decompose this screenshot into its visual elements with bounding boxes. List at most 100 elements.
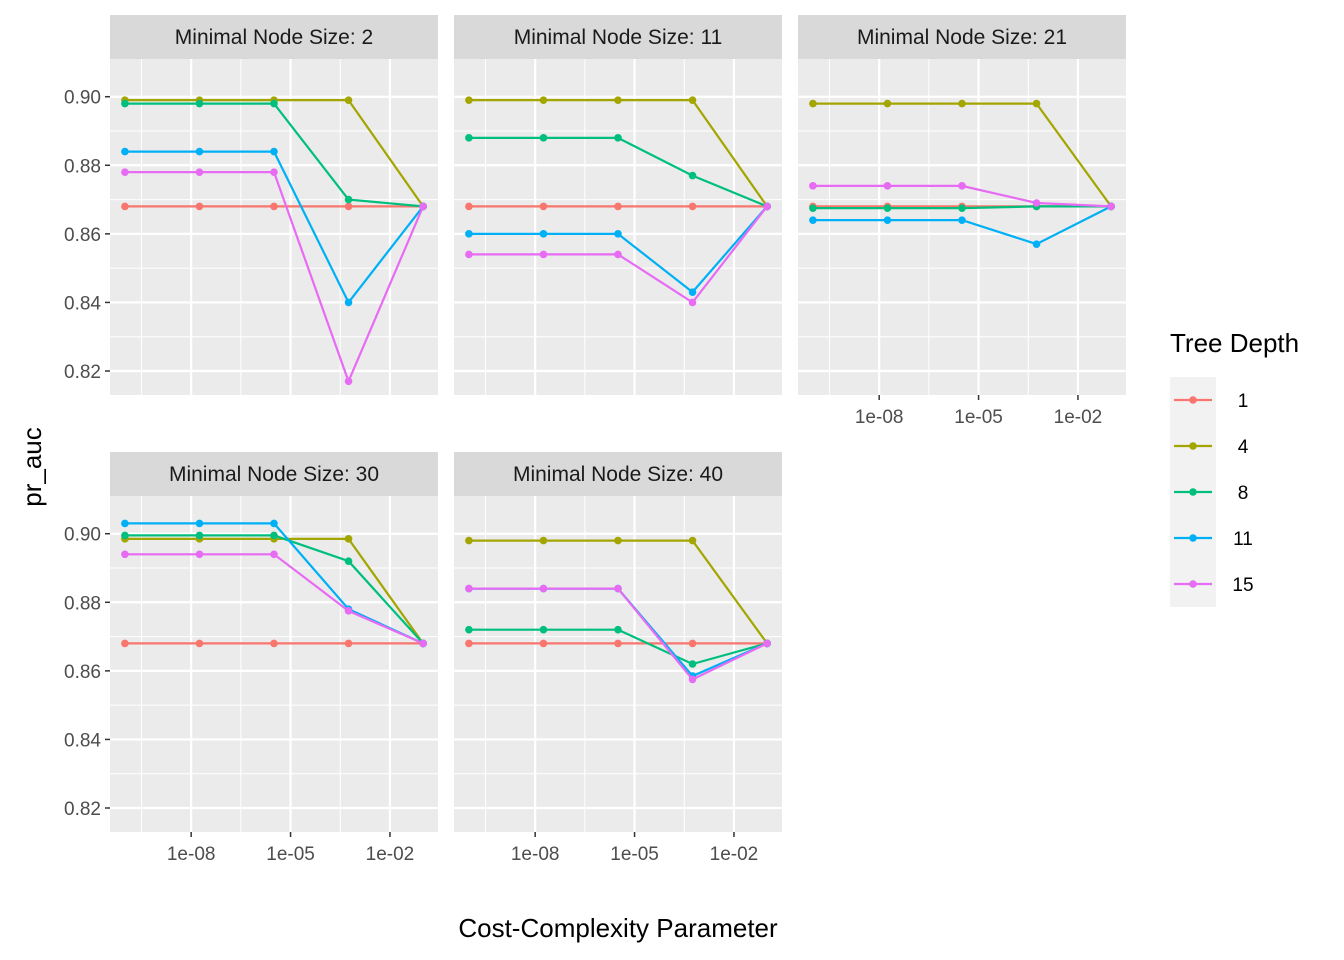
data-point-depth-15 xyxy=(344,377,353,386)
legend-label: 11 xyxy=(1233,529,1253,550)
facet-panel: Minimal Node Size: 40 1e-08 1e-05 1e-02 xyxy=(454,452,785,865)
data-point-depth-8 xyxy=(344,557,353,565)
x-axis-title: Cost-Complexity Parameter xyxy=(458,913,778,943)
panel-background xyxy=(110,59,438,395)
facet-panel: Minimal Node Size: 2 0.82 0.84 0.86 0.88 0.90 xyxy=(64,15,441,395)
facet-strip xyxy=(454,15,782,59)
data-point-depth-15 xyxy=(270,168,278,176)
facet-strip xyxy=(454,452,782,496)
data-point-depth-15 xyxy=(344,607,353,615)
y-tick-label: 0.88 xyxy=(64,156,101,177)
y-tick-label: 0.90 xyxy=(64,525,101,546)
data-point-depth-1 xyxy=(121,202,129,211)
data-point-depth-15 xyxy=(614,584,622,593)
data-point-depth-8 xyxy=(688,171,697,180)
data-point-depth-8 xyxy=(270,531,278,540)
data-point-depth-11 xyxy=(465,230,473,238)
facet-strip xyxy=(798,15,1126,59)
data-point-depth-1 xyxy=(539,639,548,648)
x-tick-label: 1e-05 xyxy=(954,407,1003,428)
legend-key-point xyxy=(1189,488,1197,496)
data-point-depth-11 xyxy=(958,216,966,224)
data-point-depth-4 xyxy=(539,96,548,104)
data-point-depth-4 xyxy=(465,96,473,104)
facet-title: Minimal Node Size: 2 xyxy=(175,26,373,49)
data-point-depth-8 xyxy=(809,204,817,212)
data-point-depth-15 xyxy=(958,182,966,190)
data-point-depth-1 xyxy=(465,202,473,211)
data-point-depth-15 xyxy=(195,168,204,176)
data-point-depth-15 xyxy=(419,639,427,648)
data-point-depth-11 xyxy=(883,216,892,224)
data-point-depth-8 xyxy=(195,99,204,108)
data-point-depth-11 xyxy=(121,147,129,156)
data-point-depth-15 xyxy=(688,675,697,684)
y-tick-label: 0.86 xyxy=(64,662,101,683)
panel-background xyxy=(454,496,782,832)
data-point-depth-11 xyxy=(195,147,204,156)
y-axis-title: pr_auc xyxy=(17,427,47,507)
data-point-depth-4 xyxy=(883,99,892,108)
data-point-depth-1 xyxy=(614,639,622,648)
data-point-depth-15 xyxy=(465,250,473,259)
data-point-depth-15 xyxy=(539,584,548,593)
data-point-depth-15 xyxy=(419,202,427,211)
legend-key-point xyxy=(1189,442,1197,450)
x-tick-label: 1e-08 xyxy=(511,844,560,865)
facet-strip xyxy=(110,15,438,59)
y-tick-label: 0.88 xyxy=(64,593,101,614)
data-point-depth-1 xyxy=(270,202,278,211)
data-point-depth-15 xyxy=(809,182,817,190)
data-point-depth-15 xyxy=(763,639,771,648)
y-tick-label: 0.86 xyxy=(64,225,101,246)
data-point-depth-11 xyxy=(270,147,278,156)
data-point-depth-11 xyxy=(688,288,697,296)
data-point-depth-4 xyxy=(688,96,697,104)
data-point-depth-15 xyxy=(195,550,204,559)
x-tick-label: 1e-02 xyxy=(1054,407,1103,428)
y-tick-label: 0.82 xyxy=(64,362,101,383)
data-point-depth-15 xyxy=(1032,199,1041,207)
panel-background xyxy=(798,59,1126,395)
data-point-depth-4 xyxy=(539,536,548,545)
data-point-depth-8 xyxy=(465,625,473,634)
data-point-depth-15 xyxy=(539,250,548,259)
x-tick-label: 1e-05 xyxy=(610,844,659,865)
data-point-depth-8 xyxy=(883,204,892,212)
data-point-depth-1 xyxy=(465,639,473,648)
facet-strip xyxy=(110,452,438,496)
data-point-depth-8 xyxy=(121,531,129,540)
data-point-depth-1 xyxy=(539,202,548,211)
data-point-depth-15 xyxy=(465,584,473,593)
y-tick-label: 0.90 xyxy=(64,88,101,109)
data-point-depth-11 xyxy=(344,298,353,307)
data-point-depth-1 xyxy=(121,639,129,648)
data-point-depth-11 xyxy=(809,216,817,224)
data-point-depth-1 xyxy=(614,202,622,211)
x-tick-label: 1e-02 xyxy=(366,844,415,865)
data-point-depth-15 xyxy=(883,182,892,190)
panel-background xyxy=(110,496,438,832)
data-point-depth-1 xyxy=(270,639,278,648)
legend-label: 15 xyxy=(1232,575,1253,596)
data-point-depth-15 xyxy=(121,168,129,176)
facet-panel: Minimal Node Size: 21 1e-08 1e-05 1e-02 xyxy=(798,15,1129,428)
facet-title: Minimal Node Size: 21 xyxy=(857,26,1067,49)
facet-title: Minimal Node Size: 30 xyxy=(169,463,379,486)
data-point-depth-8 xyxy=(195,531,204,540)
data-point-depth-4 xyxy=(344,96,353,104)
legend-label: 8 xyxy=(1238,483,1249,504)
data-point-depth-1 xyxy=(688,639,697,648)
data-point-depth-15 xyxy=(614,250,622,259)
data-point-depth-11 xyxy=(270,519,278,528)
data-point-depth-15 xyxy=(270,550,278,559)
x-tick-label: 1e-08 xyxy=(855,407,904,428)
data-point-depth-8 xyxy=(614,625,622,634)
data-point-depth-1 xyxy=(195,202,204,211)
data-point-depth-11 xyxy=(1032,240,1041,248)
data-point-depth-8 xyxy=(344,195,353,204)
y-tick-label: 0.82 xyxy=(64,799,101,820)
data-point-depth-8 xyxy=(539,625,548,634)
legend-label: 1 xyxy=(1238,391,1249,412)
